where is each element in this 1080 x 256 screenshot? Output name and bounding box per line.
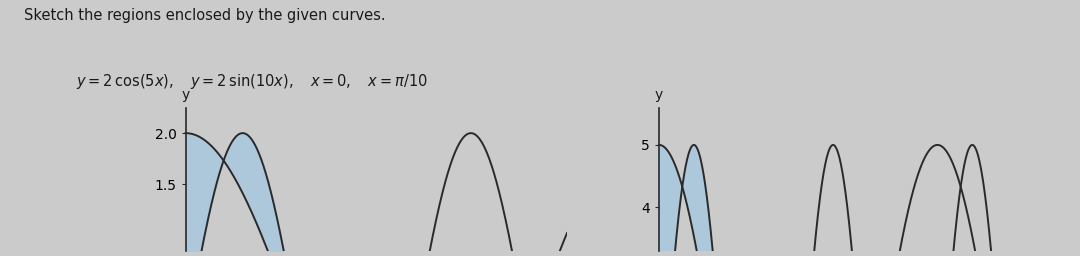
Text: y: y bbox=[654, 88, 663, 102]
Text: Sketch the regions enclosed by the given curves.: Sketch the regions enclosed by the given… bbox=[24, 8, 386, 23]
Text: $y = 2\,\cos(5x),\quad y = 2\,\sin(10x),\quad x = 0,\quad x = \pi/10$: $y = 2\,\cos(5x),\quad y = 2\,\sin(10x),… bbox=[76, 72, 428, 91]
Text: y: y bbox=[181, 88, 190, 102]
